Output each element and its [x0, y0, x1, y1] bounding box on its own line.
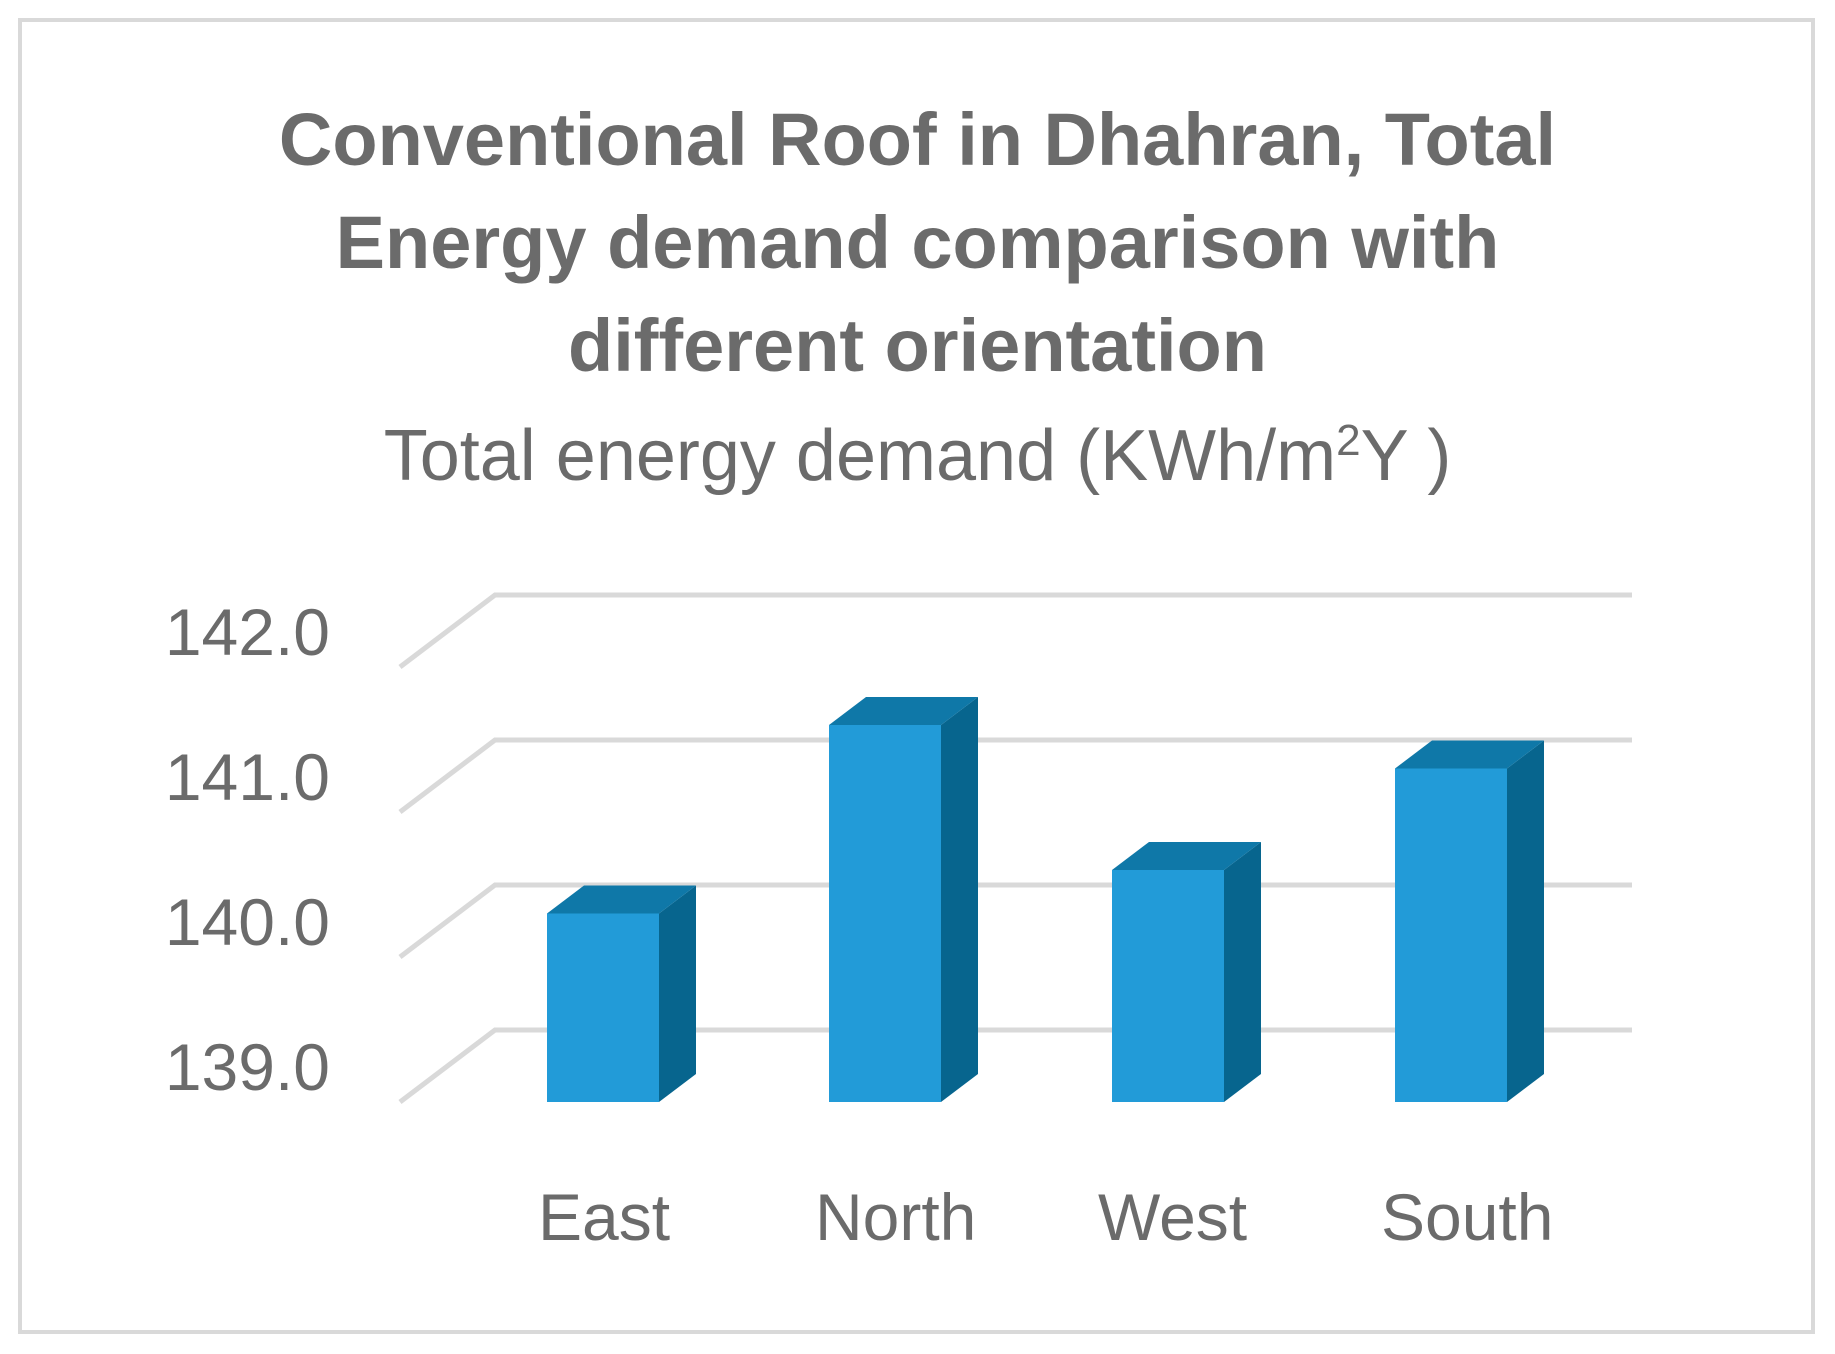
x-tick-label: North	[815, 1180, 976, 1254]
bar	[1395, 768, 1507, 1102]
subtitle-prefix: Total energy demand (KWh/m	[383, 416, 1337, 496]
x-tick-label: South	[1381, 1180, 1553, 1254]
chart-title-line-3: different orientation	[568, 304, 1267, 387]
chart-title-line-2: Energy demand comparison with	[335, 201, 1500, 284]
gridline	[398, 592, 1632, 669]
bar-side	[1507, 740, 1544, 1102]
chart-frame	[18, 18, 1815, 1334]
bar	[1112, 870, 1224, 1102]
bar-side	[659, 885, 696, 1102]
bar-top	[1112, 842, 1261, 870]
subtitle-superscript: 2	[1336, 416, 1361, 465]
y-tick-label: 139.0	[165, 1030, 330, 1104]
bar	[547, 913, 659, 1102]
x-tick-label: West	[1098, 1180, 1247, 1254]
bar-top	[1395, 740, 1544, 769]
chart-subtitle: Total energy demand (KWh/m2Y )	[0, 396, 1835, 501]
gridline	[398, 737, 1632, 814]
y-tick-label: 140.0	[165, 885, 330, 959]
chart-title-line-1: Conventional Roof in Dhahran, Total	[278, 98, 1557, 181]
chart-title: Conventional Roof in Dhahran, Total Ener…	[0, 88, 1835, 397]
bar-side	[1224, 842, 1261, 1102]
bar-side	[941, 697, 978, 1102]
bar-top	[829, 697, 978, 725]
bar	[829, 725, 941, 1102]
y-tick-label: 141.0	[165, 740, 330, 814]
bar-top	[547, 885, 696, 914]
y-tick-label: 142.0	[165, 595, 330, 669]
subtitle-suffix: Y )	[1360, 416, 1452, 496]
x-tick-label: East	[538, 1180, 670, 1254]
